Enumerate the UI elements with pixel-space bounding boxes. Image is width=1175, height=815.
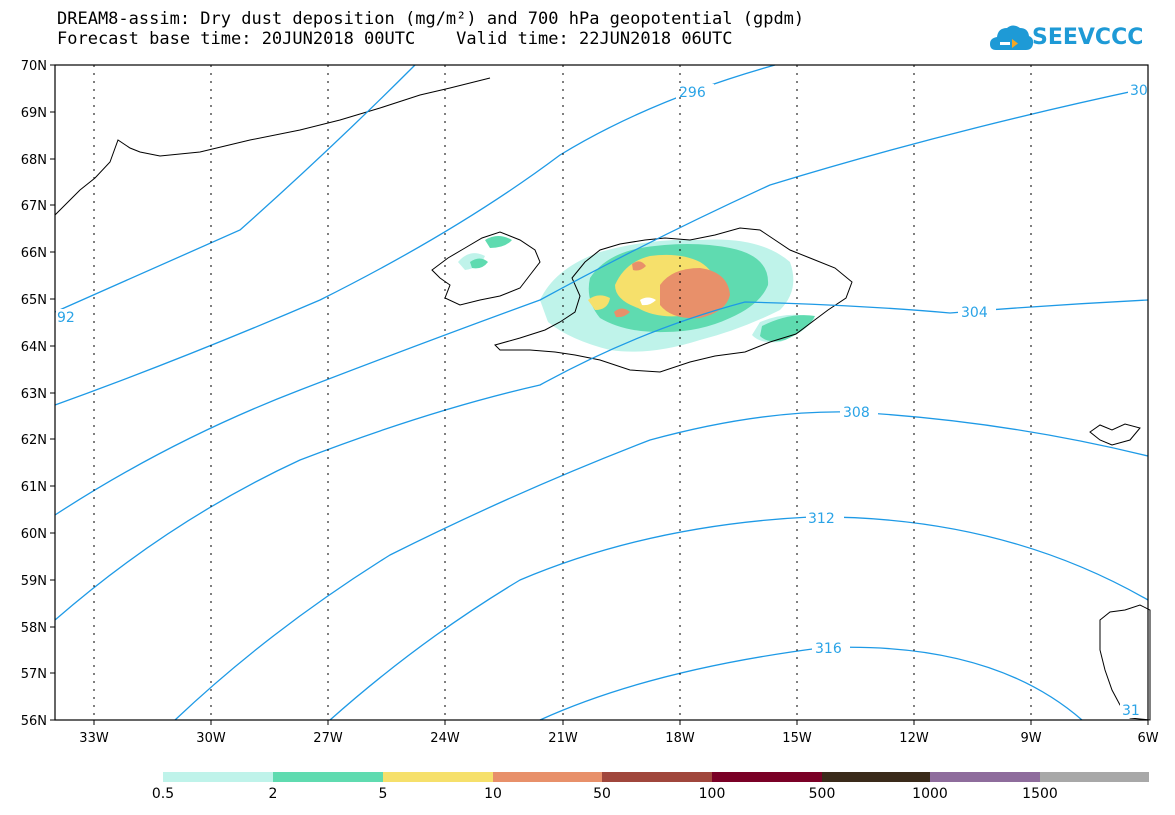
dust-area-white-hole	[640, 297, 656, 306]
legend-label: 500	[808, 786, 836, 802]
lon-label: 12W	[899, 731, 929, 746]
legend-label: 10	[484, 786, 502, 802]
lat-label: 69N	[21, 106, 47, 121]
cloud-icon	[990, 25, 1034, 50]
dust-area-medium	[485, 236, 512, 248]
color-legend	[163, 772, 1149, 782]
dust-area-medium	[470, 258, 488, 269]
lat-label: 59N	[21, 574, 47, 589]
greenland-coastline	[54, 77, 491, 216]
legend-label: 100	[698, 786, 726, 802]
contour-label: 316	[815, 641, 842, 657]
contour-labels: 296 30 92 304 308 312 316 31	[56, 82, 1150, 719]
contour-label: 308	[843, 405, 870, 421]
lat-label: 58N	[21, 621, 47, 636]
lon-label: 15W	[782, 731, 812, 746]
contour-292	[54, 64, 416, 313]
contour-label: 30	[1130, 83, 1148, 99]
lon-label: 24W	[430, 731, 460, 746]
contour-label: 304	[961, 305, 988, 321]
legend-swatch	[712, 772, 822, 782]
lat-label: 56N	[21, 714, 47, 729]
dust-area-yellow	[588, 295, 610, 310]
latitude-labels: 70N 69N 68N 67N 66N 65N 64N 63N 62N 61N …	[21, 59, 47, 729]
coastlines	[54, 77, 1151, 721]
map-frame	[54, 64, 1149, 721]
lon-label: 21W	[548, 731, 578, 746]
lon-label: 9W	[1020, 731, 1041, 746]
legend-swatch	[930, 772, 1040, 782]
dust-area-orange	[632, 261, 646, 271]
contour-300	[54, 87, 1149, 516]
forecast-times: Forecast base time: 20JUN2018 00UTC Vali…	[57, 29, 733, 49]
dust-area-orange	[614, 308, 630, 318]
lon-label: 27W	[313, 731, 343, 746]
lon-label: 6W	[1137, 731, 1158, 746]
legend-label: 2	[268, 786, 278, 802]
dust-deposition-shading	[458, 236, 815, 352]
dust-area-orange	[660, 268, 730, 319]
axis-ticks	[50, 64, 1149, 725]
legend-label: 1000	[912, 786, 948, 802]
legend-label: 0.5	[151, 786, 175, 802]
lon-label: 30W	[196, 731, 226, 746]
contour-308	[174, 411, 1149, 721]
lon-label: 18W	[665, 731, 695, 746]
contour-304	[54, 299, 1149, 621]
longitude-labels: 33W 30W 27W 24W 21W 18W 15W 12W 9W 6W	[79, 731, 1158, 746]
lat-label: 65N	[21, 293, 47, 308]
legend-label: 50	[593, 786, 611, 802]
faroe-islands	[1089, 423, 1141, 446]
contour-label: 92	[57, 310, 75, 326]
legend-swatch	[1040, 772, 1149, 782]
legend-swatch	[493, 772, 602, 782]
contour-312	[329, 516, 1149, 721]
geopotential-contours	[54, 64, 1149, 721]
scotland-coastline	[1099, 604, 1151, 721]
lat-label: 66N	[21, 246, 47, 261]
lat-label: 62N	[21, 433, 47, 448]
lat-label: 61N	[21, 480, 47, 495]
lat-label: 60N	[21, 527, 47, 542]
legend-swatch	[273, 772, 383, 782]
contour-label: 312	[808, 511, 835, 527]
lat-label: 68N	[21, 153, 47, 168]
lat-label: 70N	[21, 59, 47, 74]
lat-label: 63N	[21, 387, 47, 402]
dust-area-medium	[760, 315, 815, 342]
legend-swatch	[602, 772, 712, 782]
legend-swatch	[822, 772, 930, 782]
legend-swatch	[383, 772, 493, 782]
lon-label: 33W	[79, 731, 109, 746]
iceland-coastline	[494, 227, 853, 373]
contour-296	[54, 64, 776, 406]
lat-label: 64N	[21, 340, 47, 355]
contour-label: 296	[679, 85, 706, 101]
iceland-westfjords	[431, 231, 541, 306]
contour-316	[539, 646, 1083, 721]
legend-label: 1500	[1022, 786, 1058, 802]
contour-label: 31	[1122, 703, 1140, 719]
legend-label: 5	[378, 786, 388, 802]
lat-label: 67N	[21, 199, 47, 214]
logo-text: SEEVCCC	[1032, 25, 1144, 50]
lat-label: 57N	[21, 667, 47, 682]
gridlines	[93, 65, 1032, 720]
map-title: DREAM8-assim: Dry dust deposition (mg/m²…	[57, 9, 805, 29]
legend-swatch	[163, 772, 273, 782]
